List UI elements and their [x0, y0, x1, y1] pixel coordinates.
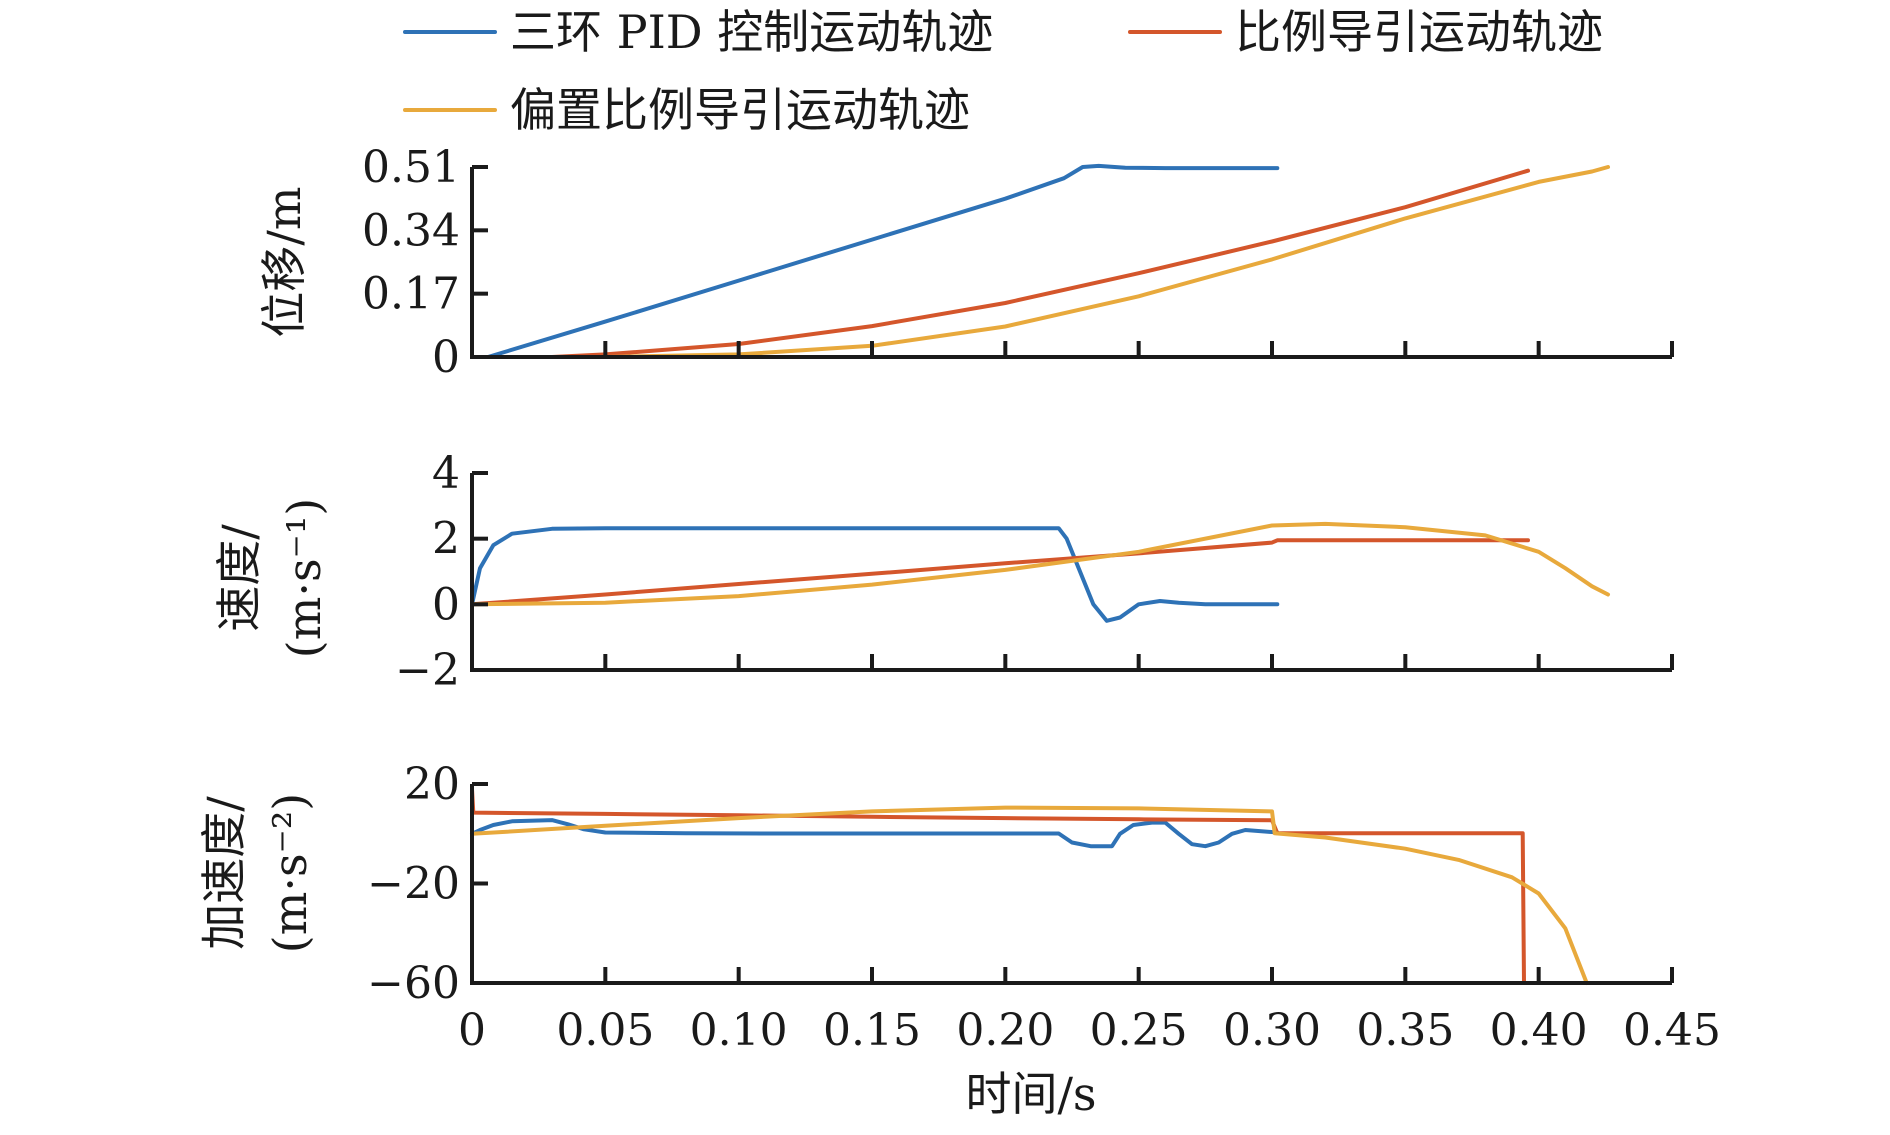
x-tick-label-9: 0.45	[1623, 1005, 1721, 1056]
y-ticks-velocity: −2 0 2 4	[395, 448, 488, 696]
series-line-velocity-0	[470, 526, 1280, 623]
y-axis-label-displacement: 位移/m	[257, 186, 311, 337]
y-tick-label-acceleration-1: −20	[367, 859, 460, 910]
panel-displacement: 0 0.17 0.34 0.51 位移/m	[257, 142, 1674, 383]
series-layer-displacement	[470, 163, 1610, 359]
panel-velocity: −2 0 2 4 速度/ (m·s⁻¹)	[212, 448, 1674, 696]
x-ticks-velocity	[470, 654, 1674, 670]
x-tick-labels: 0 0.05 0.10 0.15 0.20 0.25 0.30 0.35 0.40 0.45	[458, 1005, 1721, 1056]
y-ticks-displacement: 0 0.17 0.34 0.51	[362, 142, 488, 383]
x-tick-label-1: 0.05	[556, 1005, 654, 1056]
y-tick-label-velocity-0: −2	[395, 645, 460, 696]
x-tick-label-6: 0.30	[1223, 1005, 1321, 1056]
y-tick-label-velocity-3: 4	[432, 448, 460, 499]
panel-acceleration: −60 −20 20 0 0.05 0.10 0.15 0.20 0.25 0.30 0.35 0.…	[197, 759, 1721, 1056]
y-tick-label-displacement-2: 0.34	[362, 205, 460, 256]
series-line-acceleration-1	[470, 787, 1526, 985]
y-ticks-acceleration: −60 −20 20	[367, 759, 488, 1009]
y-tick-label-displacement-3: 0.51	[362, 142, 460, 193]
axes-frame-velocity	[470, 473, 1672, 672]
y-tick-label-displacement-1: 0.17	[362, 269, 460, 320]
series-line-displacement-0	[486, 163, 1280, 359]
x-tick-label-3: 0.15	[823, 1005, 921, 1056]
legend-label-pn: 比例导引运动轨迹	[1235, 5, 1603, 59]
y-tick-label-velocity-2: 2	[432, 514, 460, 565]
y-tick-label-acceleration-0: −60	[367, 958, 460, 1009]
x-tick-label-0: 0	[458, 1005, 486, 1056]
y-tick-label-displacement-0: 0	[432, 332, 460, 383]
x-tick-label-2: 0.10	[690, 1005, 788, 1056]
series-line-acceleration-2	[470, 805, 1589, 985]
y-tick-label-acceleration-2: 20	[404, 759, 460, 810]
series-line-velocity-2	[470, 521, 1610, 607]
series-layer-velocity	[470, 521, 1610, 623]
series-line-acceleration-0	[470, 818, 1280, 849]
x-tick-label-4: 0.20	[956, 1005, 1054, 1056]
x-tick-label-8: 0.40	[1490, 1005, 1588, 1056]
series-layer-acceleration	[470, 787, 1589, 985]
x-tick-label-7: 0.35	[1356, 1005, 1454, 1056]
x-ticks-acceleration	[470, 967, 1674, 983]
series-line-velocity-1	[470, 538, 1530, 607]
y-axis-label-velocity: 速度/	[212, 524, 266, 632]
x-tick-label-5: 0.25	[1090, 1005, 1188, 1056]
y-tick-label-velocity-1: 0	[432, 579, 460, 630]
y-axis-unit-acceleration: (m·s⁻²)	[263, 793, 317, 953]
y-axis-label-acceleration: 加速度/	[197, 796, 251, 950]
legend-label-bpn: 偏置比例导引运动轨迹	[510, 83, 970, 137]
legend: 三环 PID 控制运动轨迹 比例导引运动轨迹 偏置比例导引运动轨迹	[403, 5, 1603, 137]
x-axis-label: 时间/s	[965, 1067, 1096, 1121]
y-axis-unit-velocity: (m·s⁻¹)	[277, 498, 331, 658]
legend-label-pid: 三环 PID 控制运动轨迹	[510, 5, 993, 59]
x-ticks-displacement	[470, 341, 1674, 357]
series-line-displacement-2	[470, 165, 1610, 359]
